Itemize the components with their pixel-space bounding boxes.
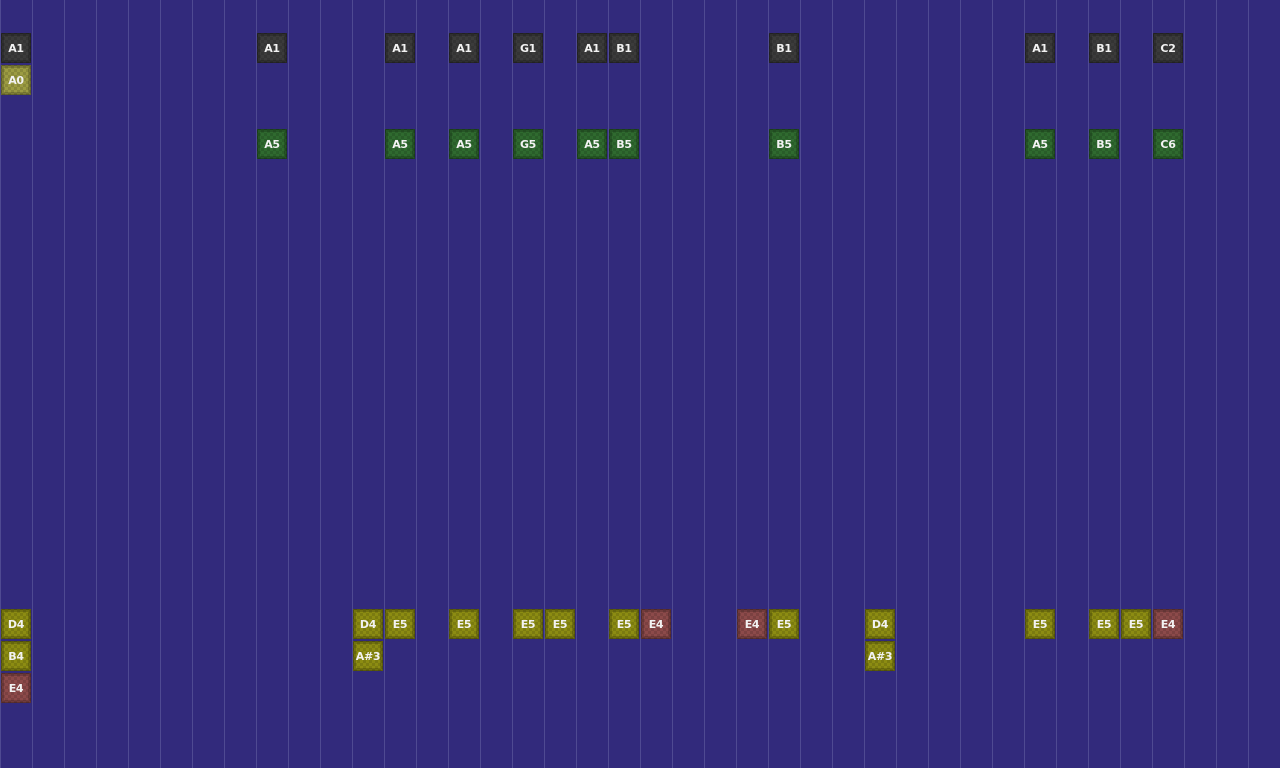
note-block[interactable]: D4 bbox=[865, 609, 895, 639]
note-block[interactable]: D4 bbox=[1, 609, 31, 639]
note-block[interactable]: E4 bbox=[737, 609, 767, 639]
note-block[interactable]: B1 bbox=[609, 33, 639, 63]
note-block[interactable]: E5 bbox=[769, 609, 799, 639]
note-block[interactable]: A1 bbox=[577, 33, 607, 63]
note-block[interactable]: A1 bbox=[1, 33, 31, 63]
note-block[interactable]: A0 bbox=[1, 65, 31, 95]
note-block[interactable]: A1 bbox=[449, 33, 479, 63]
note-block[interactable]: E4 bbox=[1, 673, 31, 703]
note-block[interactable]: A#3 bbox=[865, 641, 895, 671]
note-block[interactable]: A5 bbox=[1025, 129, 1055, 159]
note-block[interactable]: E5 bbox=[609, 609, 639, 639]
note-block[interactable]: A1 bbox=[257, 33, 287, 63]
note-block[interactable]: E5 bbox=[385, 609, 415, 639]
note-block[interactable]: A5 bbox=[385, 129, 415, 159]
note-block[interactable]: B5 bbox=[769, 129, 799, 159]
note-block[interactable]: A1 bbox=[385, 33, 415, 63]
note-block[interactable]: E4 bbox=[641, 609, 671, 639]
note-block[interactable]: E5 bbox=[1089, 609, 1119, 639]
note-block[interactable]: E4 bbox=[1153, 609, 1183, 639]
note-block[interactable]: C2 bbox=[1153, 33, 1183, 63]
note-block[interactable]: A5 bbox=[449, 129, 479, 159]
note-block[interactable]: E5 bbox=[513, 609, 543, 639]
note-block[interactable]: B5 bbox=[609, 129, 639, 159]
note-block[interactable]: E5 bbox=[1121, 609, 1151, 639]
note-block[interactable]: B4 bbox=[1, 641, 31, 671]
note-block[interactable]: A1 bbox=[1025, 33, 1055, 63]
note-block[interactable]: E5 bbox=[1025, 609, 1055, 639]
note-block[interactable]: A5 bbox=[257, 129, 287, 159]
note-block[interactable]: E5 bbox=[545, 609, 575, 639]
note-block[interactable]: B1 bbox=[769, 33, 799, 63]
note-block[interactable]: G1 bbox=[513, 33, 543, 63]
note-block[interactable]: E5 bbox=[449, 609, 479, 639]
note-block[interactable]: B1 bbox=[1089, 33, 1119, 63]
note-block[interactable]: B5 bbox=[1089, 129, 1119, 159]
note-block[interactable]: D4 bbox=[353, 609, 383, 639]
note-block[interactable]: C6 bbox=[1153, 129, 1183, 159]
note-block[interactable]: A5 bbox=[577, 129, 607, 159]
note-block[interactable]: G5 bbox=[513, 129, 543, 159]
note-block[interactable]: A#3 bbox=[353, 641, 383, 671]
